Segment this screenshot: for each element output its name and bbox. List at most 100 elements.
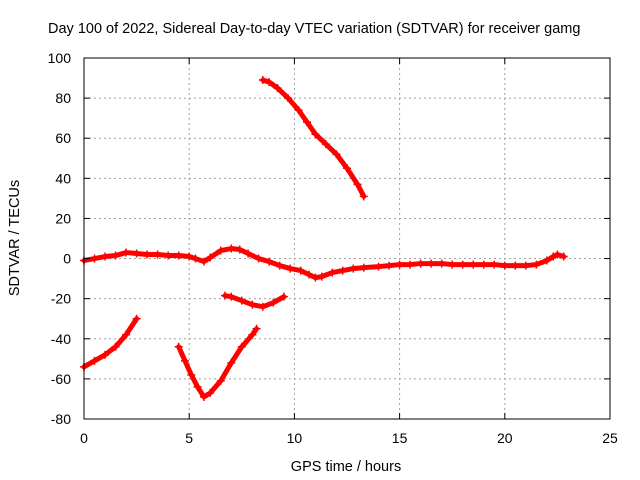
data-point [122, 330, 131, 339]
y-tick-label: -40 [51, 331, 71, 347]
data-point [244, 249, 253, 258]
data-point [191, 254, 200, 263]
data-point [273, 84, 282, 93]
data-point [220, 291, 229, 300]
data-point [111, 251, 120, 260]
data-point [227, 292, 236, 301]
data-point [511, 261, 520, 270]
data-point [180, 356, 189, 365]
series-points-track-rising [258, 76, 368, 201]
data-point [349, 264, 358, 273]
data-point [216, 376, 225, 385]
data-point [294, 106, 303, 115]
series-points-track-low-left [80, 314, 141, 371]
data-point [111, 342, 120, 351]
data-point [469, 260, 478, 269]
data-point [193, 382, 202, 391]
data-point [153, 250, 162, 259]
series-points-track-valley [174, 324, 261, 401]
x-tick-label: 5 [185, 430, 193, 446]
data-point [258, 76, 267, 85]
data-point [542, 256, 551, 265]
data-point [549, 252, 558, 261]
data-point [174, 342, 183, 351]
data-point [559, 252, 568, 261]
data-point [458, 260, 467, 269]
data-point [395, 260, 404, 269]
data-point [317, 272, 326, 281]
data-point [143, 250, 152, 259]
data-point [328, 268, 337, 277]
data-point [311, 273, 320, 282]
data-point [199, 392, 208, 401]
data-point [248, 330, 257, 339]
data-point [321, 140, 330, 149]
y-tick-label: -60 [51, 371, 71, 387]
grid-lines [84, 58, 610, 419]
data-point [448, 260, 457, 269]
data-point [216, 246, 225, 255]
data-point [490, 260, 499, 269]
data-point [416, 259, 425, 268]
data-point [343, 164, 351, 173]
data-point [359, 192, 368, 201]
data-point [385, 261, 394, 270]
x-tick-label: 25 [602, 430, 618, 446]
y-tick-label: -20 [51, 291, 71, 307]
x-tick-label: 0 [80, 430, 88, 446]
data-point [332, 150, 341, 159]
y-tick-label: 0 [63, 251, 71, 267]
data-point [174, 251, 183, 260]
data-point [206, 253, 215, 262]
data-point [90, 254, 99, 263]
data-point [122, 248, 131, 257]
data-point [237, 296, 246, 305]
series-line-track-low-left [81, 316, 140, 370]
series-points-track-mid-negative [220, 291, 288, 311]
data-point [227, 358, 236, 367]
tick-layer: 0 5 10 15 20 25 -80 -60 -40 -20 0 20 40 60 80 100 [48, 50, 618, 446]
data-point [284, 94, 293, 103]
data-point [199, 257, 208, 266]
data-point [90, 356, 99, 365]
data-point [227, 244, 236, 253]
data-point [185, 252, 194, 261]
y-tick-label: 20 [55, 210, 71, 226]
data-point [286, 264, 295, 273]
chart-title: Day 100 of 2022, Sidereal Day-to-day VTE… [48, 21, 580, 37]
series-line-track-rising [260, 77, 367, 199]
data-point [258, 302, 267, 311]
y-tick-label: -80 [51, 411, 71, 427]
data-point [359, 263, 368, 272]
data-point [252, 324, 261, 333]
data-layer [80, 76, 568, 401]
y-tick-label: 60 [55, 130, 71, 146]
data-point [101, 252, 110, 261]
data-point [254, 254, 263, 263]
data-point [479, 260, 488, 269]
data-point [427, 259, 436, 268]
x-axis-label: GPS time / hours [291, 459, 401, 475]
data-point [296, 266, 305, 275]
data-point [305, 270, 314, 279]
data-point [237, 342, 246, 351]
data-point [206, 388, 215, 397]
data-point [101, 350, 110, 359]
data-point [338, 266, 347, 275]
data-point [311, 130, 320, 139]
data-point [437, 259, 446, 268]
data-point [265, 257, 274, 266]
data-point [235, 245, 244, 254]
y-tick-label: 100 [48, 50, 72, 66]
data-point [553, 250, 562, 259]
y-tick-label: 40 [55, 170, 71, 186]
data-point [500, 261, 509, 270]
data-point [187, 370, 196, 379]
x-tick-label: 20 [497, 430, 513, 446]
data-point [164, 251, 173, 260]
data-point [303, 118, 312, 127]
data-point [275, 261, 284, 270]
series-line-main-track [81, 246, 567, 281]
data-point [406, 260, 415, 269]
